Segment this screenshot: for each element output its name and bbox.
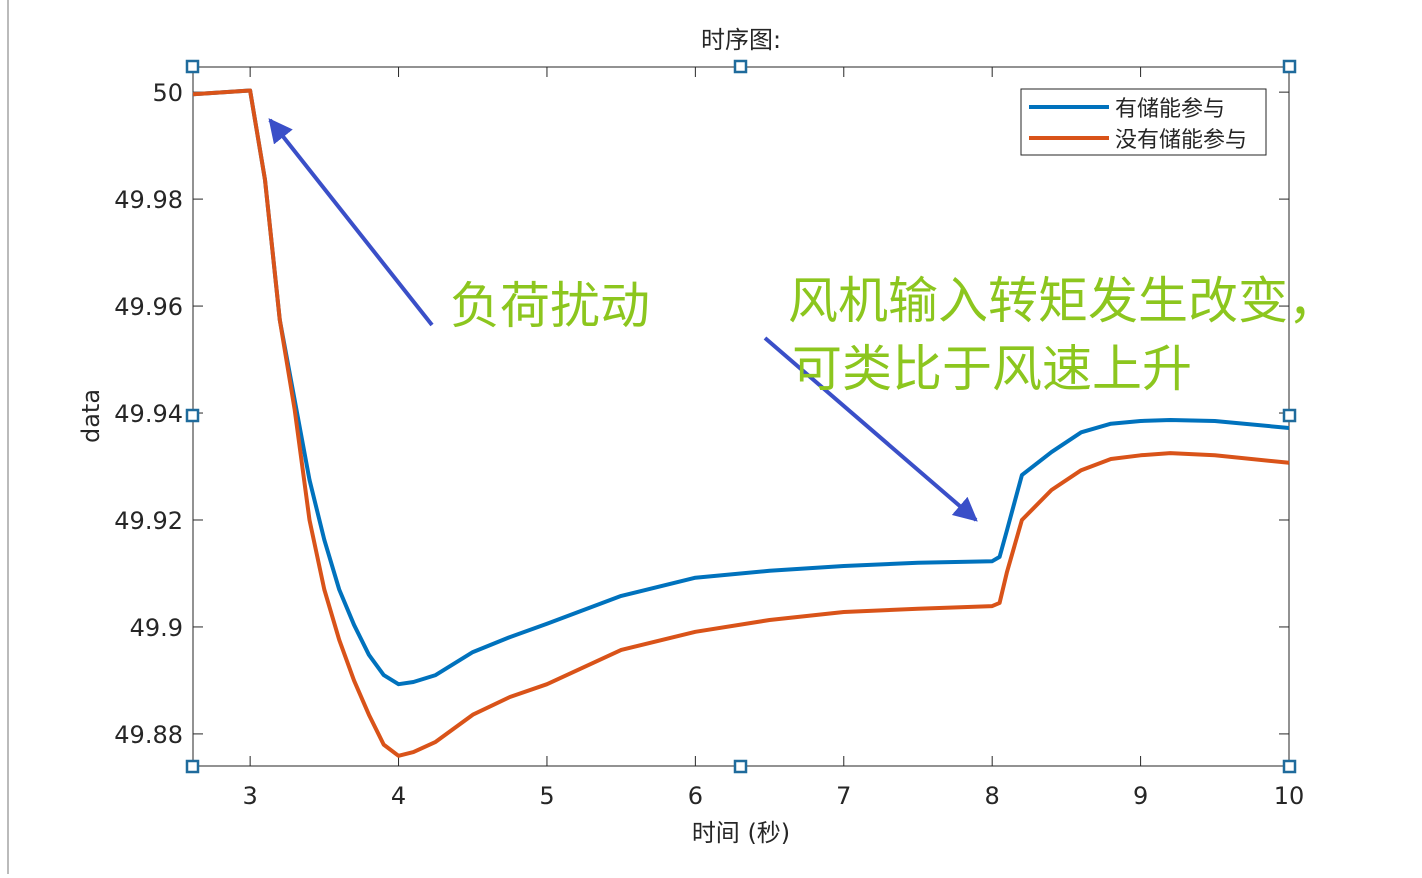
annotation: 负荷扰动 [450, 277, 650, 335]
x-axis-label: 时间 (秒) [692, 819, 790, 847]
annotation: 可类比于风速上升 [792, 340, 1192, 398]
y-tick-label: 49.9 [130, 614, 183, 642]
plot-area [192, 66, 1290, 767]
handle [1282, 408, 1297, 423]
y-tick-label: 49.92 [114, 507, 183, 535]
handle [185, 759, 200, 774]
legend-label: 没有储能参与 [1115, 128, 1247, 153]
x-tick-label: 7 [836, 782, 851, 810]
x-tick-label: 9 [1133, 782, 1148, 810]
x-tick-label: 3 [242, 782, 257, 810]
annotation: 风机输入转矩发生改变， [788, 272, 1338, 330]
handle [185, 408, 200, 423]
y-tick-label: 49.96 [114, 293, 183, 321]
x-tick-label: 10 [1274, 782, 1305, 810]
x-tick-label: 6 [688, 782, 703, 810]
legend-label: 有储能参与 [1115, 97, 1225, 122]
x-tick-label: 8 [985, 782, 1000, 810]
arrow [763, 336, 978, 522]
handle [733, 59, 748, 74]
selection-handles [185, 59, 1297, 774]
y-axis-label: data [77, 389, 105, 443]
series-line [192, 88, 1290, 758]
y-tick-label: 50 [152, 79, 183, 107]
series-line [192, 88, 1290, 687]
plot: 3 4 5 6 7 8 9 10 49.88 49.9 49.92 49.94 49.96 49.98 50 [114, 67, 1304, 810]
handle [733, 759, 748, 774]
y-tick-label: 49.98 [114, 186, 183, 214]
y-tick-label: 49.88 [114, 721, 183, 749]
arrow [268, 118, 434, 327]
handle [1282, 759, 1297, 774]
legend-box [1020, 88, 1267, 156]
y-tick-label: 49.94 [114, 400, 183, 428]
chart-title: 时序图: [701, 26, 781, 54]
x-tick-label: 4 [391, 782, 406, 810]
handle [185, 59, 200, 74]
handle [1282, 59, 1297, 74]
x-tick-label: 5 [539, 782, 554, 810]
